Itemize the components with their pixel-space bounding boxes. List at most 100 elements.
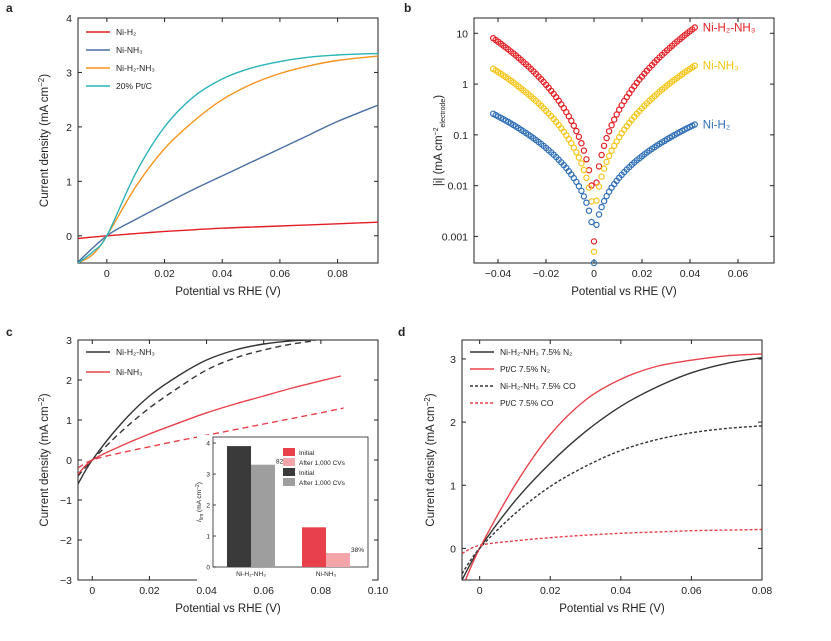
inset-y-axis-label: Ilim (mA cm−2): [195, 482, 205, 522]
inset-bar-initial: [227, 446, 251, 567]
legend-label: Pt/C 7.5% CO: [500, 398, 554, 408]
inset-y-tick-label: 3: [206, 472, 210, 479]
y-tick-label: 0: [66, 231, 72, 243]
data-point: [578, 160, 585, 167]
data-point: [588, 218, 595, 226]
inset-legend-label: Initial: [299, 470, 315, 477]
y-tick-label: 3: [450, 354, 456, 366]
x-tick-label: 0.04: [611, 585, 632, 597]
series-line: [78, 104, 378, 263]
x-tick-label: 0: [104, 268, 110, 280]
y-tick-label: −3: [60, 575, 72, 587]
legend-label: Ni-H₂-NH₃ 7.5% CO: [500, 381, 576, 391]
inset-frame: [212, 436, 369, 568]
data-point: [570, 122, 578, 129]
data-point: [578, 187, 585, 195]
data-point: [691, 24, 699, 31]
inset-bar-after: [251, 464, 275, 567]
legend-label: 20% Pt/C: [116, 81, 152, 91]
x-tick-label: 0.02: [632, 268, 653, 280]
panel-b: b −0.04 −0.02 0 0.02 0.04 0.06 0.001 0.01 0.1 1 10 P…: [404, 1, 775, 298]
panel-letter-d: d: [398, 325, 405, 339]
x-tick-label: −0.02: [533, 268, 560, 280]
y-tick-label: 2: [66, 375, 72, 387]
series-line: [462, 425, 762, 575]
legend-label: Ni-H₂-NH₃ 7.5% N₂: [500, 347, 572, 357]
x-tick-label: 0.04: [680, 268, 701, 280]
y-tick-label: 1: [462, 79, 468, 91]
inset-y-tick-label: 2: [206, 503, 210, 510]
series-line: [78, 375, 342, 475]
x-axis-label: Potential vs RHE (V): [571, 286, 677, 298]
x-tick-label: 0.08: [327, 268, 348, 280]
data-point: [575, 154, 583, 161]
data-point: [603, 134, 610, 142]
data-point: [691, 121, 699, 128]
data-point: [613, 111, 620, 118]
data-point: [575, 182, 583, 190]
y-axis-label: Current density (mA cm−2): [37, 393, 51, 526]
series-line: [78, 52, 378, 263]
data-point: [588, 198, 595, 205]
inset-bar-chart: 0 1 2 3 4 Ilim (mA cm−2) 82% Ni-H₂-NH₃ 38% Ni-NH₃…: [195, 435, 372, 585]
legend-label: Pt/C 7.5% N₂: [500, 364, 550, 374]
inset-bar-initial: [302, 527, 326, 567]
data-point: [568, 117, 575, 125]
data-point: [580, 147, 588, 154]
series-label: Ni-H₂-NH₃: [703, 23, 756, 35]
y-tick-label: 4: [66, 13, 72, 25]
plot-frame: [473, 17, 775, 264]
x-tick-label: 0.08: [752, 585, 773, 597]
series-label: Ni-NH₃: [703, 61, 739, 73]
y-tick-label: 3: [66, 335, 72, 347]
y-tick-label: 0.1: [453, 130, 468, 142]
y-tick-label: 1: [450, 480, 456, 492]
legend-label: Ni-H₂-NH₃: [116, 63, 155, 73]
y-tick-label: 0.01: [448, 181, 469, 193]
data-point: [585, 207, 593, 214]
data-point: [598, 151, 605, 159]
data-point: [583, 174, 590, 181]
data-point: [580, 193, 588, 200]
inset-y-tick-label: 1: [206, 534, 210, 541]
data-point: [608, 121, 615, 129]
data-point: [578, 139, 585, 147]
inset-category-label: Ni-H₂-NH₃: [236, 571, 266, 578]
y-tick-label: 2: [66, 122, 72, 134]
inset-legend-swatch: [283, 478, 295, 486]
x-tick-label: 0: [477, 585, 483, 597]
y-tick-label: −2: [60, 535, 72, 547]
x-tick-label: 0.10: [368, 585, 389, 597]
data-point: [595, 183, 603, 190]
legend-label: Ni-NH₃: [116, 45, 143, 55]
y-tick-label: −1: [60, 495, 72, 507]
series-line: [78, 340, 316, 477]
x-tick-label: 0.04: [196, 585, 217, 597]
inset-category-label: Ni-NH₃: [316, 571, 337, 578]
panel-letter-c: c: [6, 325, 13, 339]
inset-bar-after: [326, 553, 350, 567]
data-point: [590, 248, 598, 255]
data-point: [608, 147, 615, 154]
inset-legend-label: After 1,000 CVs: [299, 460, 346, 467]
x-tick-label: 0.06: [270, 268, 291, 280]
series-line: [78, 340, 316, 485]
panel-c: c 0 0.02 0.04 0.06 0.08 0.10 −3 −2 −1 0 1 2 3 Potentia…: [6, 325, 388, 615]
data-point: [600, 165, 608, 172]
inset-legend-swatch: [283, 458, 295, 466]
y-axis-label: Current density (mA cm−2): [423, 393, 437, 526]
series-line: [464, 353, 762, 580]
data-point: [595, 211, 603, 218]
panel-letter-b: b: [404, 1, 411, 15]
legend-label: Ni-H₂: [116, 27, 136, 37]
inset-retention-label: 38%: [351, 547, 364, 554]
data-point: [691, 62, 699, 69]
x-tick-label: 0: [89, 585, 95, 597]
data-point: [598, 173, 605, 180]
x-tick-label: 0.08: [311, 585, 332, 597]
x-tick-label: 0.06: [681, 585, 702, 597]
panel-d: d 0 0.02 0.04 0.06 0.08 0 1 2 3 Potential vs RHE (…: [398, 325, 772, 615]
data-point: [600, 142, 608, 149]
data-point: [600, 197, 608, 205]
inset-legend-swatch: [283, 448, 295, 456]
